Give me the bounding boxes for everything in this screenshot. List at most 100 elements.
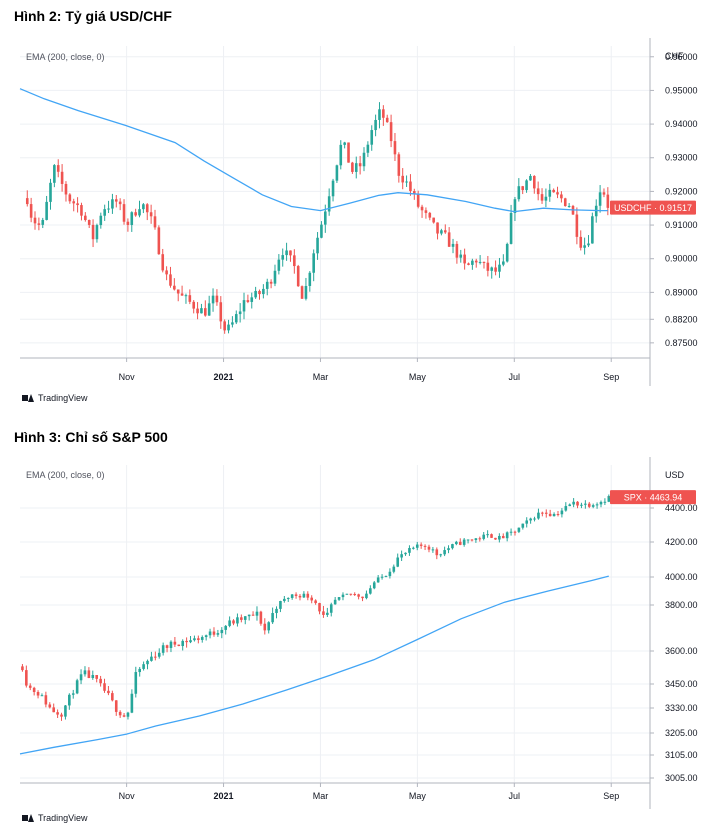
- y-tick-label: 0.87500: [665, 338, 698, 348]
- candle-body: [326, 612, 329, 615]
- candle-body: [412, 547, 415, 549]
- candle-body: [459, 254, 463, 258]
- candle-body: [540, 194, 544, 201]
- candle-body: [329, 604, 333, 613]
- candle-body: [173, 641, 177, 645]
- candle-body: [320, 224, 323, 238]
- candle-body: [536, 188, 540, 195]
- candle-body: [521, 523, 525, 528]
- candle-body: [44, 695, 48, 705]
- candle-body: [49, 182, 52, 202]
- candle-body: [298, 595, 302, 598]
- candle-body: [474, 538, 478, 541]
- indicator-label: EMA (200, close, 0): [26, 470, 105, 480]
- candle-body: [413, 191, 416, 195]
- candle-body: [64, 705, 67, 717]
- candle-body: [263, 623, 267, 631]
- x-tick-label: Mar: [313, 791, 329, 801]
- candle-body: [107, 690, 110, 694]
- candle-body: [32, 687, 36, 693]
- candle-body: [243, 616, 247, 620]
- candle-body: [188, 295, 192, 302]
- candle-body: [513, 531, 517, 533]
- candle-body: [25, 198, 29, 205]
- candle-body: [28, 685, 32, 688]
- candle-body: [200, 637, 204, 640]
- candle-body: [389, 122, 393, 142]
- candle-body: [358, 163, 362, 167]
- candle-body: [498, 264, 501, 272]
- candle-body: [246, 300, 250, 302]
- candle-body: [84, 215, 87, 220]
- candle-body: [380, 576, 384, 578]
- candle-body: [189, 640, 192, 643]
- candle-body: [388, 571, 392, 577]
- x-tick-label: Jul: [509, 372, 521, 382]
- candle-body: [103, 209, 106, 216]
- candle-body: [606, 194, 610, 208]
- y-tick-label: 3600.00: [665, 646, 698, 656]
- y-tick-label: 4200.00: [665, 537, 698, 547]
- candle-body: [316, 237, 319, 254]
- candle-body: [60, 171, 64, 184]
- candle-body: [138, 209, 141, 216]
- x-tick-label: Nov: [119, 791, 136, 801]
- candle-body: [385, 117, 389, 123]
- candle-body: [362, 152, 366, 167]
- candle-body: [254, 290, 257, 298]
- candle-body: [420, 206, 424, 211]
- y-tick-label: 0.88200: [665, 314, 698, 324]
- candle-body: [228, 620, 231, 626]
- x-tick-label: May: [409, 372, 427, 382]
- candle-body: [365, 593, 368, 599]
- candle-body: [146, 660, 149, 665]
- candle-body: [176, 289, 180, 294]
- candle-body: [532, 175, 536, 189]
- candle-body: [21, 666, 24, 671]
- candle-body: [68, 694, 71, 706]
- candle-body: [197, 638, 200, 640]
- candle-body: [607, 496, 611, 502]
- candle-body: [196, 308, 199, 314]
- candle-body: [308, 272, 312, 286]
- candle-body: [372, 582, 376, 589]
- x-tick-label: 2021: [214, 372, 234, 382]
- candle-body: [505, 532, 509, 539]
- candle-body: [563, 198, 567, 207]
- candle-body: [269, 281, 273, 284]
- candle-body: [599, 501, 603, 505]
- candle-body: [354, 163, 358, 172]
- candle-body: [25, 670, 28, 686]
- candle-body: [56, 165, 60, 172]
- candle-body: [580, 504, 583, 506]
- candle-body: [370, 130, 374, 145]
- candle-body: [451, 544, 454, 549]
- candle-body: [52, 707, 55, 713]
- candle-body: [267, 622, 271, 631]
- candle-body: [474, 260, 478, 263]
- currency-label: CHF: [665, 51, 684, 61]
- candle-body: [419, 544, 423, 546]
- y-tick-label: 3800.00: [665, 600, 698, 610]
- candle-body: [251, 614, 255, 616]
- candle-body: [494, 267, 497, 272]
- x-tick-label: Mar: [313, 372, 329, 382]
- x-tick-label: Jul: [509, 791, 521, 801]
- y-tick-label: 3005.00: [665, 773, 698, 783]
- candle-body: [436, 222, 439, 234]
- candle-body: [467, 263, 470, 265]
- x-tick-label: Sep: [603, 372, 619, 382]
- candle-body: [428, 212, 432, 218]
- candle-body: [99, 215, 103, 226]
- candle-body: [83, 670, 87, 675]
- candle-body: [525, 180, 528, 191]
- candle-body: [424, 210, 428, 213]
- candle-body: [111, 199, 114, 209]
- y-tick-label: 0.90000: [665, 254, 698, 264]
- candle-body: [138, 668, 141, 673]
- candle-body: [393, 141, 397, 155]
- candle-body: [161, 254, 165, 271]
- candle-body: [482, 261, 486, 263]
- y-tick-label: 3330.00: [665, 703, 698, 713]
- x-tick-label: 2021: [214, 791, 234, 801]
